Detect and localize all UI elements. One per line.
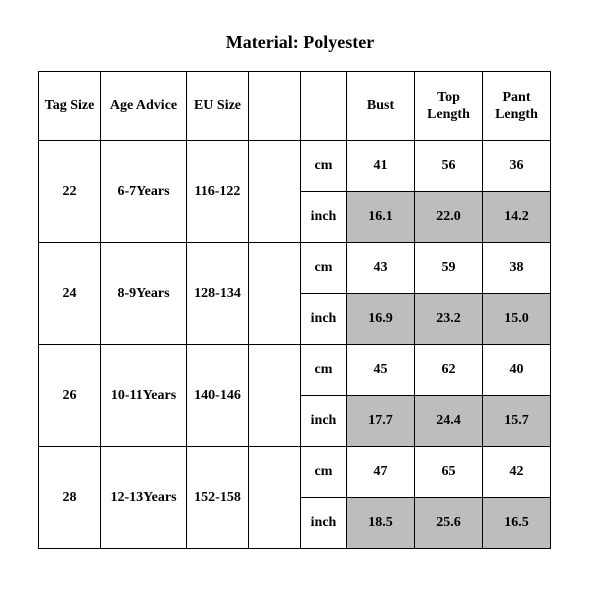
table-row: 28 12-13Years 152-158 cm 47 65 42 — [39, 447, 551, 498]
cell-tag: 22 — [39, 141, 101, 243]
cell-spacer — [249, 243, 301, 345]
cell-tag: 24 — [39, 243, 101, 345]
col-pant-length: Pant Length — [483, 72, 551, 141]
cell-unit-cm: cm — [301, 447, 347, 498]
col-unit — [301, 72, 347, 141]
cell-unit-inch: inch — [301, 498, 347, 549]
cell-unit-inch: inch — [301, 396, 347, 447]
cell-bust-inch: 16.1 — [347, 192, 415, 243]
cell-eu: 116-122 — [187, 141, 249, 243]
cell-top-cm: 56 — [415, 141, 483, 192]
cell-pant-cm: 38 — [483, 243, 551, 294]
cell-pant-cm: 42 — [483, 447, 551, 498]
cell-unit-cm: cm — [301, 345, 347, 396]
table-row: 22 6-7Years 116-122 cm 41 56 36 — [39, 141, 551, 192]
cell-unit-cm: cm — [301, 243, 347, 294]
table-row: 26 10-11Years 140-146 cm 45 62 40 — [39, 345, 551, 396]
col-spacer — [249, 72, 301, 141]
cell-top-cm: 65 — [415, 447, 483, 498]
cell-bust-inch: 18.5 — [347, 498, 415, 549]
cell-unit-cm: cm — [301, 141, 347, 192]
page-title: Material: Polyester — [0, 0, 600, 71]
cell-spacer — [249, 345, 301, 447]
cell-top-cm: 59 — [415, 243, 483, 294]
cell-eu: 128-134 — [187, 243, 249, 345]
cell-age: 8-9Years — [101, 243, 187, 345]
cell-eu: 140-146 — [187, 345, 249, 447]
cell-bust-cm: 47 — [347, 447, 415, 498]
cell-spacer — [249, 447, 301, 549]
cell-age: 12-13Years — [101, 447, 187, 549]
cell-top-inch: 24.4 — [415, 396, 483, 447]
cell-top-cm: 62 — [415, 345, 483, 396]
cell-bust-inch: 17.7 — [347, 396, 415, 447]
table-row: 24 8-9Years 128-134 cm 43 59 38 — [39, 243, 551, 294]
cell-bust-cm: 41 — [347, 141, 415, 192]
cell-eu: 152-158 — [187, 447, 249, 549]
cell-bust-cm: 45 — [347, 345, 415, 396]
cell-pant-cm: 40 — [483, 345, 551, 396]
col-top-length: Top Length — [415, 72, 483, 141]
cell-pant-cm: 36 — [483, 141, 551, 192]
table-header-row: Tag Size Age Advice EU Size Bust Top Len… — [39, 72, 551, 141]
col-tag-size: Tag Size — [39, 72, 101, 141]
cell-spacer — [249, 141, 301, 243]
cell-age: 6-7Years — [101, 141, 187, 243]
cell-tag: 28 — [39, 447, 101, 549]
cell-top-inch: 23.2 — [415, 294, 483, 345]
cell-pant-inch: 15.7 — [483, 396, 551, 447]
cell-top-inch: 25.6 — [415, 498, 483, 549]
table-body: 22 6-7Years 116-122 cm 41 56 36 inch 16.… — [39, 141, 551, 549]
cell-bust-cm: 43 — [347, 243, 415, 294]
col-bust: Bust — [347, 72, 415, 141]
cell-tag: 26 — [39, 345, 101, 447]
size-chart-table: Tag Size Age Advice EU Size Bust Top Len… — [38, 71, 551, 549]
cell-unit-inch: inch — [301, 294, 347, 345]
col-age-advice: Age Advice — [101, 72, 187, 141]
cell-bust-inch: 16.9 — [347, 294, 415, 345]
cell-age: 10-11Years — [101, 345, 187, 447]
cell-unit-inch: inch — [301, 192, 347, 243]
col-eu-size: EU Size — [187, 72, 249, 141]
cell-top-inch: 22.0 — [415, 192, 483, 243]
cell-pant-inch: 16.5 — [483, 498, 551, 549]
cell-pant-inch: 15.0 — [483, 294, 551, 345]
cell-pant-inch: 14.2 — [483, 192, 551, 243]
